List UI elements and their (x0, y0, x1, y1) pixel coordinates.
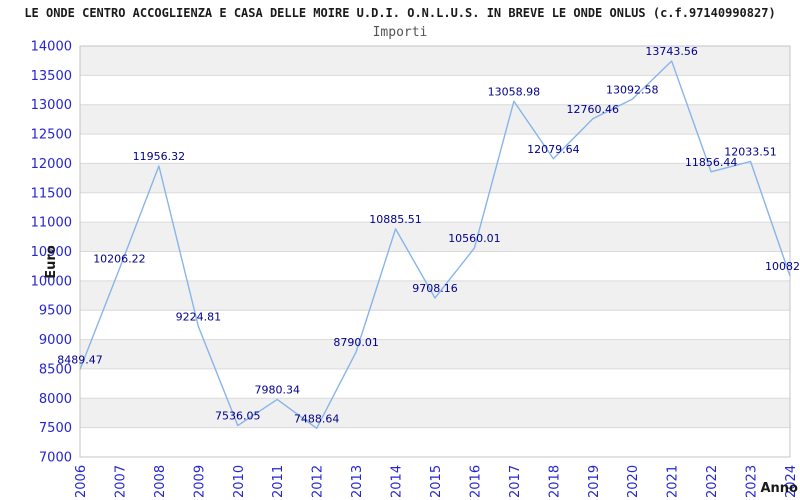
plot-band (80, 222, 790, 252)
y-tick-label: 13000 (31, 98, 72, 113)
y-tick-label: 11000 (31, 216, 72, 231)
point-label: 10560.01 (448, 232, 501, 245)
x-tick-label: 2022 (705, 465, 720, 498)
plot-band (80, 398, 790, 428)
plot-border (79, 45, 791, 458)
x-axis-title: Anno (760, 481, 798, 496)
y-tick-label: 12000 (31, 157, 72, 172)
y-tick-label: 7500 (39, 421, 72, 436)
plot-band (80, 339, 790, 369)
point-label: 10082. (765, 260, 800, 273)
point-label: 12760.46 (567, 103, 620, 116)
point-label: 10885.51 (369, 213, 422, 226)
plot-band (80, 163, 790, 193)
x-tick-label: 2011 (271, 465, 286, 498)
x-tick-label: 2010 (232, 465, 247, 498)
point-label: 13743.56 (645, 45, 698, 58)
point-label: 8790.01 (333, 336, 379, 349)
x-tick-label: 2017 (508, 465, 523, 498)
x-tick-label: 2023 (745, 465, 760, 498)
plot-band (80, 280, 790, 311)
x-tick-label: 2006 (74, 465, 89, 498)
chart-subtitle: Importi (372, 25, 428, 40)
series-line (79, 60, 791, 430)
plot-band (80, 104, 790, 135)
y-tick-label: 8000 (39, 392, 72, 407)
point-label: 13092.58 (606, 83, 659, 96)
x-tick-label: 2018 (547, 465, 562, 498)
y-tick-label: 9500 (39, 304, 72, 319)
x-tick-label: 2016 (468, 465, 483, 498)
y-tick-label: 11500 (31, 186, 72, 201)
x-tick-label: 2008 (153, 465, 168, 498)
point-label: 11856.44 (685, 156, 738, 169)
x-tick-label: 2015 (429, 465, 444, 498)
y-tick-label: 10000 (31, 274, 72, 289)
x-tick-label: 2019 (587, 465, 602, 498)
x-tick-label: 2012 (311, 465, 326, 498)
chart-title: LE ONDE CENTRO ACCOGLIENZA E CASA DELLE … (24, 6, 776, 20)
point-label: 12079.64 (527, 143, 580, 156)
x-tick-label: 2020 (626, 465, 641, 498)
point-label: 9224.81 (176, 310, 222, 323)
y-tick-label: 12500 (31, 128, 72, 143)
y-tick-label: 10500 (31, 245, 72, 260)
y-tick-label: 8500 (39, 362, 72, 377)
point-label: 8489.47 (57, 354, 103, 367)
y-axis-title: Euro (44, 245, 59, 279)
point-label: 9708.16 (412, 282, 458, 295)
y-tick-label: 13500 (31, 69, 72, 84)
point-label: 7980.34 (254, 383, 300, 396)
point-label: 11956.32 (133, 150, 186, 163)
x-tick-label: 2021 (666, 465, 681, 498)
x-tick-label: 2013 (350, 465, 365, 498)
point-label: 12033.51 (724, 145, 777, 158)
x-tick-label: 2014 (390, 465, 405, 498)
x-tick-label: 2009 (192, 465, 207, 498)
y-tick-label: 14000 (31, 40, 72, 55)
y-tick-label: 7000 (39, 451, 72, 466)
x-tick-label: 2007 (113, 465, 128, 498)
point-label: 10206.22 (93, 253, 146, 266)
point-label: 7488.64 (294, 412, 340, 425)
x-tick-label: 2024 (784, 465, 799, 498)
point-label: 13058.98 (488, 85, 541, 98)
point-label: 7536.05 (215, 410, 261, 423)
y-tick-label: 9000 (39, 333, 72, 348)
